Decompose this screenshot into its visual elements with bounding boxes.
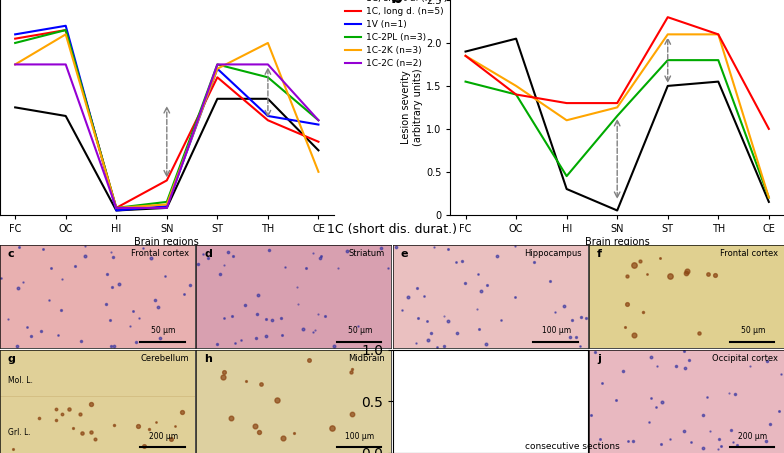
Text: d: d <box>205 249 212 259</box>
Text: 50 μm: 50 μm <box>151 326 176 335</box>
Text: Occipital cortex: Occipital cortex <box>712 354 779 363</box>
Text: 200 μm: 200 μm <box>149 432 178 441</box>
Legend: 1C, short d. (n=7), 1C, long d. (n=5), 1V (n=1), 1C-2PL (n=3), 1C-2K (n=3), 1C-2: 1C, short d. (n=7), 1C, long d. (n=5), 1… <box>345 0 447 68</box>
Text: e: e <box>401 249 408 259</box>
Text: 200 μm: 200 μm <box>739 432 768 441</box>
Text: 50 μm: 50 μm <box>348 326 372 335</box>
Text: j: j <box>597 354 601 364</box>
X-axis label: Brain regions: Brain regions <box>585 236 650 246</box>
Text: Frontal cortex: Frontal cortex <box>131 249 189 258</box>
Text: consecutive sections: consecutive sections <box>525 442 619 451</box>
Text: Grl. L.: Grl. L. <box>8 428 31 437</box>
Text: Frontal cortex: Frontal cortex <box>720 249 779 258</box>
Text: Occipital cortex: Occipital cortex <box>516 354 582 363</box>
Text: c: c <box>8 249 14 259</box>
Text: 1C (short dis. durat.): 1C (short dis. durat.) <box>327 223 457 236</box>
Y-axis label: Lesion severity
(arbitrary units): Lesion severity (arbitrary units) <box>401 68 423 146</box>
Text: i: i <box>401 354 405 364</box>
Text: Hippocampus: Hippocampus <box>524 249 582 258</box>
Text: Cerebellum: Cerebellum <box>140 354 189 363</box>
Text: Mol. L.: Mol. L. <box>8 376 33 385</box>
Text: g: g <box>8 354 16 364</box>
Text: 50 μm: 50 μm <box>741 326 765 335</box>
Text: f: f <box>597 249 602 259</box>
Text: Midbrain: Midbrain <box>348 354 385 363</box>
Text: 100 μm: 100 μm <box>542 326 571 335</box>
Text: 100 μm: 100 μm <box>345 432 375 441</box>
Text: Striatum: Striatum <box>349 249 385 258</box>
Text: b: b <box>390 0 402 7</box>
Text: 200 μm: 200 μm <box>542 432 571 441</box>
X-axis label: Brain regions: Brain regions <box>134 236 199 246</box>
Text: h: h <box>205 354 212 364</box>
